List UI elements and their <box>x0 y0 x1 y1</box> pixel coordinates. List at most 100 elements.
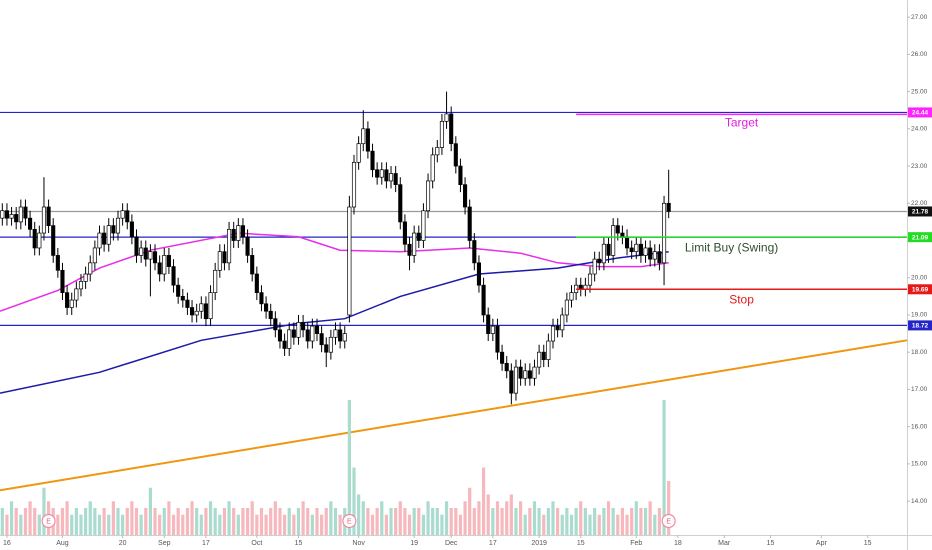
volume-bar <box>639 508 643 535</box>
x-tick-label: 20 <box>119 540 127 547</box>
y-tick-label: 27.00 <box>911 14 928 21</box>
volume-bar <box>269 508 273 535</box>
volume-bar <box>236 514 240 535</box>
candle-body <box>120 210 125 219</box>
candle-body <box>356 143 361 163</box>
candle-body <box>125 210 130 223</box>
volume-bar <box>213 508 217 535</box>
candle-body <box>328 336 333 353</box>
candle-body <box>166 255 171 267</box>
volume-bar <box>70 514 74 535</box>
x-tick-label: Oct <box>251 540 262 547</box>
volume-bar <box>324 508 328 535</box>
y-tick-label: 24.00 <box>911 126 928 133</box>
candle-body <box>23 206 28 219</box>
candle-body <box>430 154 435 182</box>
moving-average <box>0 250 669 394</box>
price-label-box <box>908 232 932 243</box>
candle-body <box>342 333 347 342</box>
candle-body <box>393 173 398 186</box>
x-tick-label: Sep <box>158 540 171 547</box>
volume-bar <box>412 508 416 535</box>
candle-body <box>171 266 176 286</box>
volume-bar <box>227 501 231 535</box>
candle-body <box>643 247 648 256</box>
volume-bar <box>264 514 268 535</box>
candle-body <box>282 340 287 349</box>
volume-bar <box>662 400 666 535</box>
volume-bar <box>306 508 310 535</box>
candle-body <box>291 329 296 338</box>
candle-body <box>421 210 426 241</box>
zone-label: Target <box>725 116 759 130</box>
zone-label: Limit Buy (Swing) <box>685 240 778 254</box>
candle-body <box>601 243 606 264</box>
x-tick-label: Nov <box>352 540 365 547</box>
candle-body <box>463 184 468 208</box>
candle-body <box>162 255 167 275</box>
candle-body <box>28 217 33 230</box>
x-tick-label: Dec <box>445 540 458 547</box>
volume-bar <box>148 487 152 535</box>
volume-bar <box>569 514 574 535</box>
volume-bar <box>60 508 65 535</box>
candle-body <box>259 292 264 305</box>
x-tick-label: 18 <box>674 540 682 547</box>
volume-bar <box>588 514 592 535</box>
candle-body <box>115 217 121 234</box>
candle-body <box>78 281 84 290</box>
volume-bar <box>449 508 453 535</box>
earnings-marker <box>661 513 676 529</box>
candle-body <box>65 292 70 308</box>
volume-bar <box>620 508 625 535</box>
candle-body <box>157 262 162 275</box>
trend-line <box>0 339 908 492</box>
candle-body <box>51 225 56 256</box>
volume-bar <box>648 501 652 535</box>
volume-bar <box>287 508 291 535</box>
volume-bar <box>190 501 194 535</box>
price-label: 21.09 <box>912 234 929 241</box>
candle-body <box>407 243 412 256</box>
candle-body <box>662 202 667 264</box>
candle-body <box>624 236 630 249</box>
candle-body <box>347 206 352 316</box>
x-tick-label: 19 <box>410 540 418 547</box>
volume-bar <box>361 501 365 535</box>
volume-bar <box>551 501 555 535</box>
y-tick-label: 15.00 <box>911 461 928 468</box>
candle-body <box>629 247 634 253</box>
candle-body <box>546 340 551 360</box>
x-tick-label: 15 <box>577 540 585 547</box>
candle-body <box>412 232 417 256</box>
candle-body <box>638 243 643 256</box>
candle-body <box>666 202 671 212</box>
volume-bar <box>380 501 384 535</box>
x-tick-label: Apr <box>816 540 828 547</box>
price-label: 18.72 <box>912 323 929 330</box>
volume-bar <box>167 501 171 535</box>
candle-body <box>398 184 403 223</box>
volume-bar <box>37 514 41 535</box>
y-tick-label: 20.00 <box>911 274 928 281</box>
candle-body <box>14 214 19 223</box>
volume-bar <box>301 501 305 535</box>
x-tick-label: 2019 <box>531 540 547 547</box>
price-label-box <box>908 107 932 118</box>
candle-body <box>268 310 273 320</box>
candle-body <box>384 169 389 182</box>
volume-bar <box>181 514 185 535</box>
y-tick-label: 25.00 <box>911 88 928 95</box>
y-tick-label: 19.00 <box>911 312 928 319</box>
volume-bar <box>602 508 606 535</box>
candle-body <box>486 314 491 334</box>
candle-body <box>537 351 542 368</box>
y-tick-label: 18.00 <box>911 349 928 356</box>
candle-body <box>620 232 625 238</box>
volume-bar <box>352 467 356 535</box>
volume-bar <box>417 508 421 535</box>
volume-bar <box>514 508 518 535</box>
volume-bar <box>329 501 333 535</box>
earnings-marker <box>342 513 357 529</box>
